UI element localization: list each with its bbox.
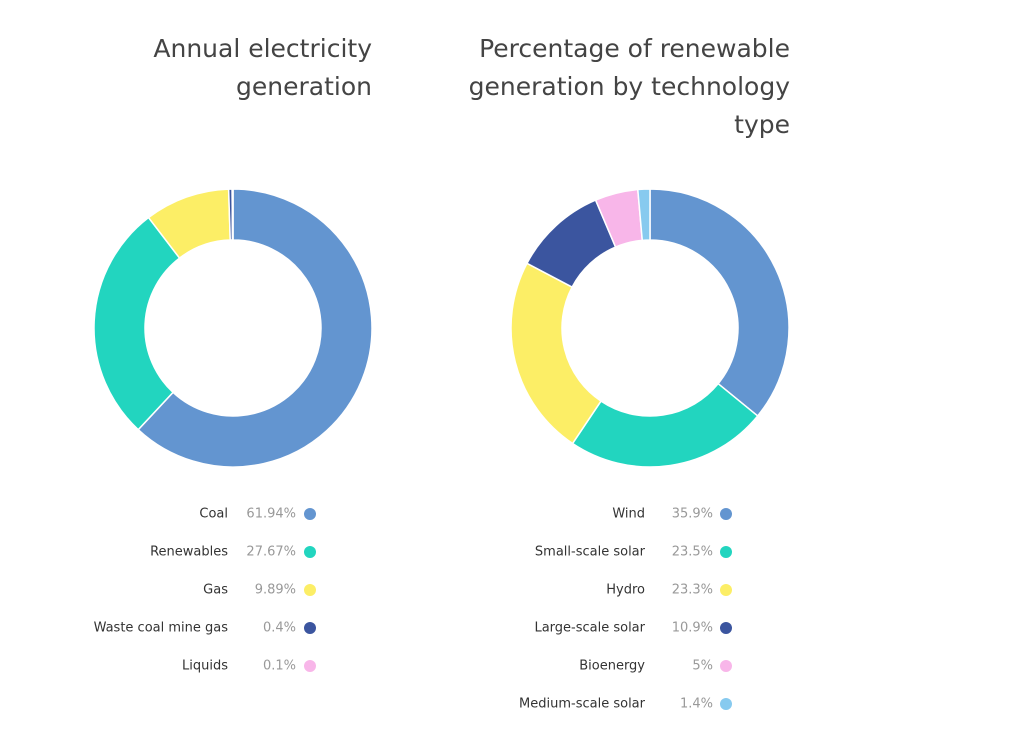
pie-slice — [571, 382, 759, 468]
legend-swatch — [304, 546, 316, 558]
legend-swatch — [304, 622, 316, 634]
legend-swatch — [304, 660, 316, 672]
pie-slice — [649, 188, 790, 417]
legend-label: Small-scale solar — [535, 545, 646, 560]
legend-value: 10.9% — [672, 621, 713, 636]
legend-swatch — [720, 584, 732, 596]
legend-label: Liquids — [182, 659, 228, 674]
legend-value: 5% — [692, 659, 713, 674]
legend-swatch — [720, 698, 732, 710]
legend-label: Hydro — [606, 583, 645, 598]
legend-value: 27.67% — [246, 545, 296, 560]
legend-label: Coal — [199, 507, 228, 522]
legend-value: 23.5% — [672, 545, 713, 560]
legend-value: 0.4% — [263, 621, 296, 636]
chart-title: Annual electricity generation — [153, 34, 372, 101]
pie-slice — [93, 216, 181, 431]
legend-swatch — [720, 622, 732, 634]
legend-label: Large-scale solar — [534, 621, 645, 636]
legend-label: Bioenergy — [579, 659, 645, 674]
legend-swatch — [304, 508, 316, 520]
legend-value: 1.4% — [680, 697, 713, 712]
legend-value: 61.94% — [246, 507, 296, 522]
legend-label: Gas — [203, 583, 228, 598]
chart-title: Percentage of renewable generation by te… — [468, 34, 790, 139]
legend-swatch — [720, 546, 732, 558]
legend-swatch — [304, 584, 316, 596]
legend-swatch — [720, 508, 732, 520]
pie-slice — [137, 188, 373, 468]
legend-value: 0.1% — [263, 659, 296, 674]
pie-slice — [231, 188, 234, 241]
legend-label: Waste coal mine gas — [94, 621, 229, 636]
legend-label: Medium-scale solar — [519, 697, 646, 712]
pie-slice — [510, 262, 603, 445]
legend-swatch — [720, 660, 732, 672]
legend-label: Renewables — [150, 545, 228, 560]
legend-value: 23.3% — [672, 583, 713, 598]
pie-slice — [636, 188, 651, 242]
legend-label: Wind — [612, 507, 645, 522]
legend-value: 35.9% — [672, 507, 713, 522]
legend-value: 9.89% — [255, 583, 296, 598]
